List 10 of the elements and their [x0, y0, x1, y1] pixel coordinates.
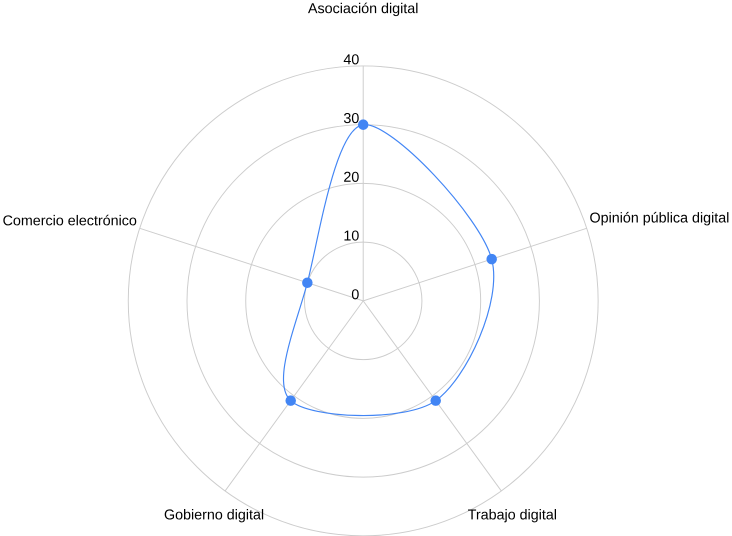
spoke-label: Opinión pública digital: [590, 212, 728, 226]
spoke-label: Comercio electrónico: [3, 214, 136, 226]
y-tick-label: 10: [344, 230, 359, 240]
y-tick-label: 30: [344, 112, 359, 123]
spoke-label: Asociación digital: [308, 2, 418, 16]
spoke-label: Trabajo digital: [468, 508, 556, 522]
y-tick-label: 40: [344, 54, 359, 64]
y-tick-label: 20: [344, 172, 359, 182]
spoke-label: Gobierno digital: [164, 508, 264, 522]
y-tick-label: 0: [352, 289, 359, 300]
